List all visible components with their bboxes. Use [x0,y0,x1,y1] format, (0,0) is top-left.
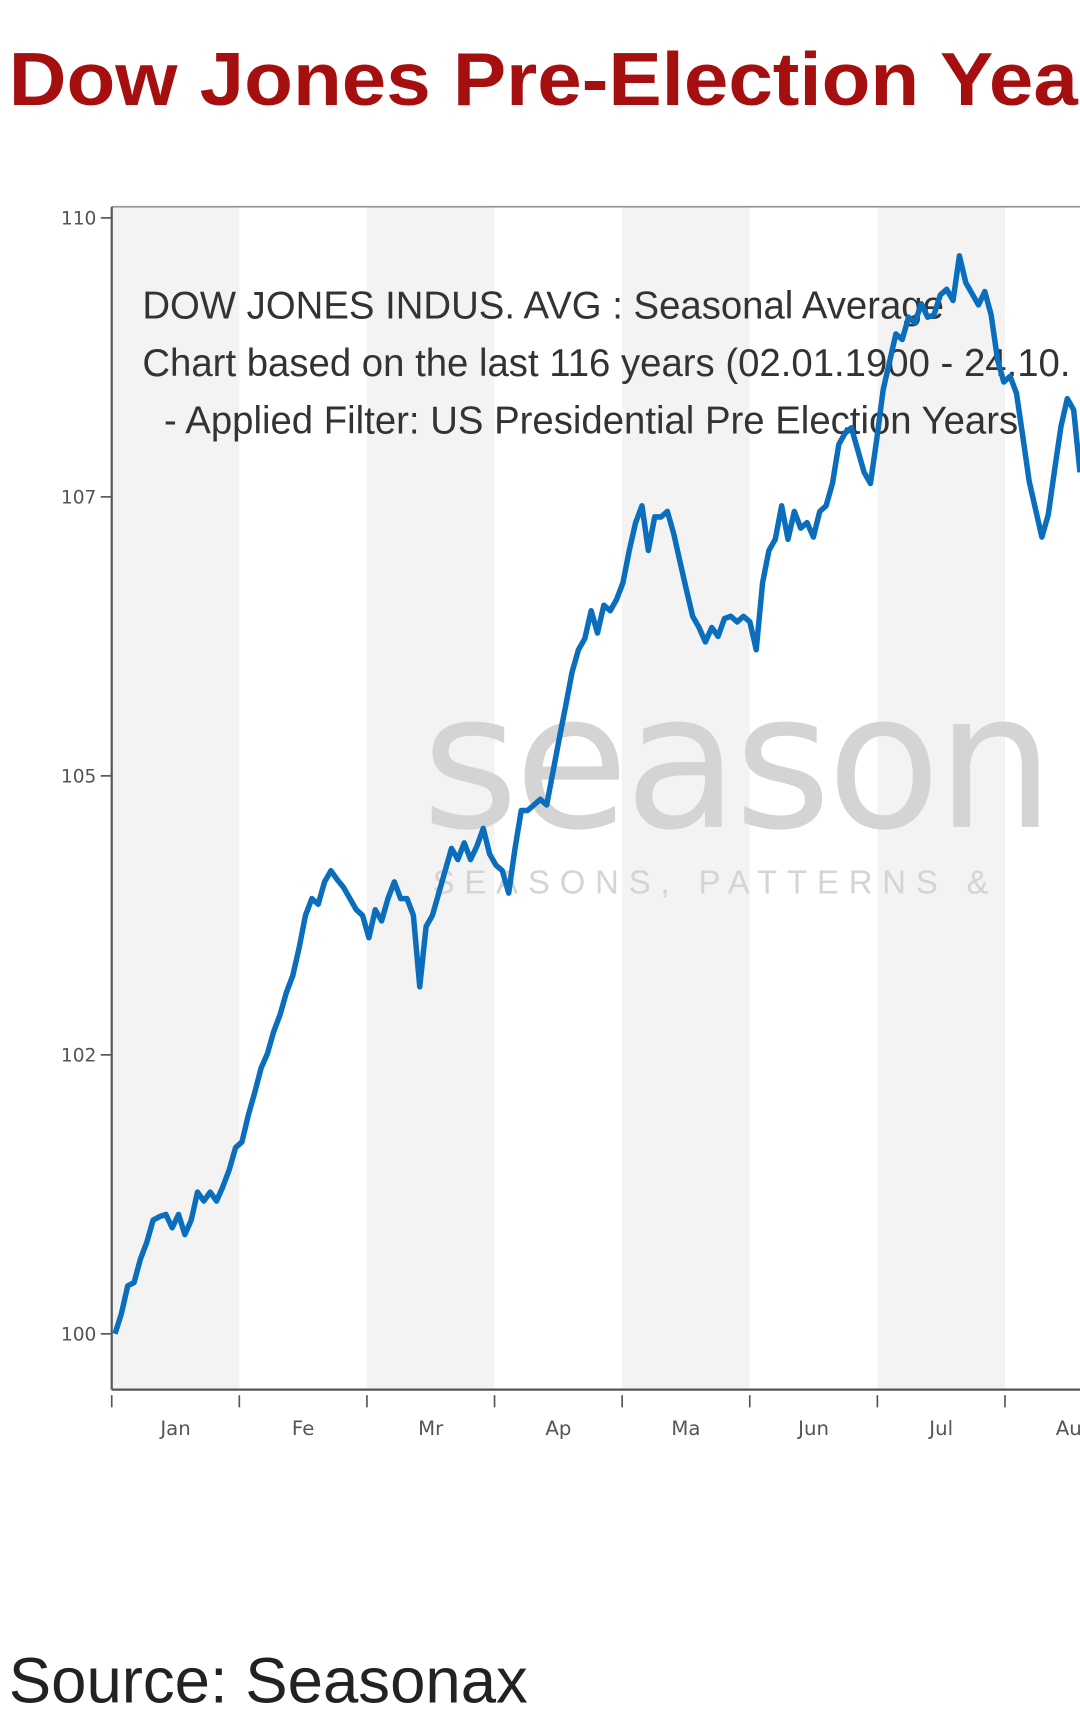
x-tick-label: Mr [418,1417,444,1440]
month-band [877,206,1005,1390]
source: Source: Seasonax [9,1644,528,1716]
price-line [112,253,1080,1335]
y-tick-label: 102 [61,1045,97,1066]
x-tick-label: Jan [158,1417,190,1440]
x-tick-label: Ma [671,1417,700,1440]
annotation: DOW JONES INDUS. AVG : Seasonal Average [142,284,944,327]
month-band [622,206,750,1390]
title: Dow Jones Pre-Election Yea [9,37,1080,121]
month-band [366,206,495,1390]
x-tick-label: Jul [927,1417,953,1440]
y-tick-label: 107 [61,487,97,508]
annotation: Chart based on the last 116 years (02.01… [142,342,1070,385]
x-tick-label: Jun [796,1417,829,1440]
x-tick-label: Ap [545,1417,571,1440]
watermark: season [422,653,1050,872]
x-tick-label: Au [1056,1417,1080,1440]
x-tick-label: Fe [292,1417,314,1440]
y-tick-label: 105 [61,766,97,787]
y-tick-label: 110 [61,208,97,229]
annotation: - Applied Filter: US Presidential Pre El… [153,399,1018,442]
watermark-tagline: SEASONS, PATTERNS & [433,863,999,900]
y-tick-label: 100 [61,1324,97,1345]
